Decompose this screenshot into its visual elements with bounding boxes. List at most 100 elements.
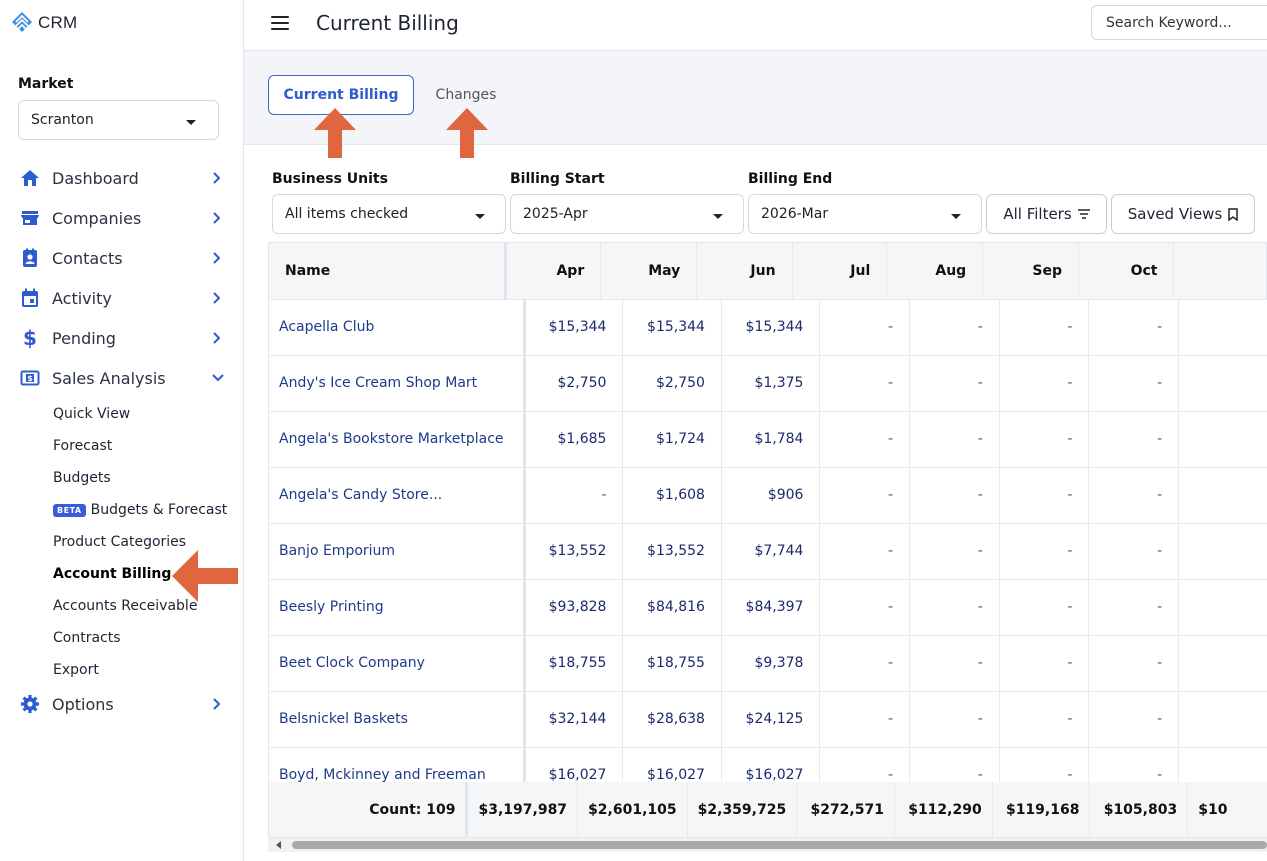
column-header-oct[interactable]: Oct — [1078, 243, 1175, 300]
account-name-link[interactable]: Beet Clock Company — [269, 635, 526, 692]
nav-label: Contacts — [52, 248, 123, 268]
sub-item-forecast[interactable]: Forecast — [53, 430, 244, 462]
tabs-bar: Current Billing Changes — [244, 51, 1267, 158]
billing-cell: - — [819, 523, 911, 580]
billing-start-select[interactable]: 2025-Apr — [510, 194, 744, 234]
chevron-right-icon — [213, 698, 221, 710]
column-header-aug[interactable]: Aug — [886, 243, 984, 300]
billing-cell: - — [1088, 411, 1180, 468]
billing-cell: - — [909, 747, 1000, 783]
chevron-down-icon — [212, 374, 224, 382]
saved-views-button[interactable]: Saved Views — [1111, 194, 1255, 234]
sub-item-quick-view[interactable]: Quick View — [53, 398, 244, 430]
sidebar: CRM Market Scranton Dashboard Companies … — [0, 0, 244, 861]
main-content: Current Billing Changes Business Units A… — [244, 51, 1267, 861]
nav-item-pending[interactable]: $ Pending — [0, 318, 244, 358]
account-name-link[interactable]: Angela's Candy Store... — [269, 467, 526, 524]
billing-end-label: Billing End — [748, 171, 833, 187]
billing-cell — [1178, 579, 1267, 636]
account-name-link[interactable]: Belsnickel Baskets — [269, 691, 526, 748]
nav-item-companies[interactable]: Companies — [0, 198, 244, 238]
chevron-right-icon — [213, 292, 221, 304]
billing-cell: $16,027 — [622, 747, 722, 783]
billing-cell: $15,344 — [721, 299, 821, 356]
column-header-name[interactable]: Name — [269, 243, 507, 300]
nav-item-sales-analysis[interactable]: $ Sales Analysis — [0, 358, 244, 398]
caret-down-icon — [186, 120, 196, 125]
account-name-link[interactable]: Andy's Ice Cream Shop Mart — [269, 355, 526, 412]
billing-cell — [1178, 299, 1267, 356]
account-name-link[interactable]: Angela's Bookstore Marketplace — [269, 411, 526, 468]
sub-item-product-categories[interactable]: Product Categories — [53, 526, 244, 558]
table-row[interactable]: Angela's Candy Store... - $1,608 $906- - - - — [269, 467, 1267, 524]
scroll-left-arrow-icon[interactable] — [276, 841, 281, 849]
billing-cell: - — [1088, 299, 1180, 356]
sub-item-accounts-receivable[interactable]: Accounts Receivable — [53, 590, 244, 622]
all-filters-label: All Filters — [1003, 205, 1072, 223]
column-header-sep[interactable]: Sep — [982, 243, 1079, 300]
billing-table: Name Apr May Jun Jul Aug Sep Oct Acapell… — [268, 242, 1267, 838]
crm-logo[interactable]: CRM — [10, 12, 77, 34]
billing-cell: $84,397 — [721, 579, 821, 636]
horizontal-scrollbar[interactable] — [268, 838, 1267, 852]
billing-cell: $24,125 — [721, 691, 821, 748]
market-select[interactable]: Scranton — [18, 100, 219, 140]
billing-cell: $18,755 — [622, 635, 722, 692]
nav-item-contacts[interactable]: Contacts — [0, 238, 244, 278]
column-header-may[interactable]: May — [600, 243, 698, 300]
column-header-jul[interactable]: Jul — [792, 243, 888, 300]
sub-item-contracts[interactable]: Contracts — [53, 622, 244, 654]
billing-cell: - — [819, 747, 911, 783]
table-row[interactable]: Andy's Ice Cream Shop Mart $2,750 $2,750 $1… — [269, 355, 1267, 412]
billing-cell: $7,744 — [721, 523, 821, 580]
svg-text:$: $ — [27, 374, 33, 383]
billing-cell: - — [524, 467, 624, 524]
chevron-right-icon — [213, 212, 221, 224]
billing-cell: $1,685 — [524, 411, 624, 468]
table-row[interactable]: Acapella Club $15,344 $15,344 $15,344- - - - — [269, 299, 1267, 356]
total-cell: $105,803 — [1089, 782, 1189, 837]
nav-item-activity[interactable]: Activity — [0, 278, 244, 318]
sub-item-budgets-forecast[interactable]: BETA Budgets & Forecast — [53, 494, 244, 526]
total-cell: $3,197,987 — [466, 782, 579, 837]
billing-end-select[interactable]: 2026-Mar — [748, 194, 982, 234]
all-filters-button[interactable]: All Filters — [986, 194, 1107, 234]
account-name-link[interactable]: Acapella Club — [269, 299, 526, 356]
sub-item-label: Account Billing — [53, 566, 172, 582]
sub-item-export[interactable]: Export — [53, 654, 244, 686]
account-name-link[interactable]: Boyd, Mckinney and Freeman — [269, 747, 526, 783]
account-name-link[interactable]: Banjo Emporium — [269, 523, 526, 580]
hamburger-menu-icon[interactable] — [271, 16, 289, 30]
table-row[interactable]: Boyd, Mckinney and Freeman $16,027 $16,027… — [269, 747, 1267, 783]
sub-item-budgets[interactable]: Budgets — [53, 462, 244, 494]
nav-item-options[interactable]: Options — [0, 684, 244, 724]
billing-cell: - — [909, 523, 1000, 580]
table-row[interactable]: Banjo Emporium $13,552 $13,552 $7,744- - - - — [269, 523, 1267, 580]
billing-cell: - — [1088, 523, 1180, 580]
sub-item-label: Budgets — [53, 470, 111, 486]
table-body-scroll[interactable]: Acapella Club $15,344 $15,344 $15,344- - - - An… — [269, 299, 1267, 783]
table-row[interactable]: Angela's Bookstore Marketplace $1,685 $1,7… — [269, 411, 1267, 468]
billing-cell: - — [819, 635, 911, 692]
billing-cell: $15,344 — [524, 299, 624, 356]
table-row[interactable]: Belsnickel Baskets $32,144 $28,638 $24,125-… — [269, 691, 1267, 748]
calendar-icon — [20, 288, 40, 308]
column-header-jun[interactable]: Jun — [696, 243, 793, 300]
business-units-label: Business Units — [272, 171, 388, 187]
store-icon — [20, 208, 40, 228]
business-units-select[interactable]: All items checked — [272, 194, 506, 234]
nav-item-dashboard[interactable]: Dashboard — [0, 158, 244, 198]
crm-logo-icon — [12, 12, 32, 32]
account-name-link[interactable]: Beesly Printing — [269, 579, 526, 636]
tab-changes[interactable]: Changes — [435, 87, 497, 103]
billing-cell: - — [1088, 747, 1180, 783]
sub-item-account-billing[interactable]: Account Billing — [53, 558, 244, 590]
scrollbar-thumb[interactable] — [292, 841, 1267, 849]
search-input[interactable] — [1091, 5, 1267, 40]
table-row[interactable]: Beesly Printing $93,828 $84,816 $84,397- - - - — [269, 579, 1267, 636]
column-header-apr[interactable]: Apr — [505, 243, 602, 300]
nav-label: Sales Analysis — [52, 368, 166, 388]
billing-cell — [1178, 691, 1267, 748]
table-row[interactable]: Beet Clock Company $18,755 $18,755 $9,378- -… — [269, 635, 1267, 692]
caret-down-icon — [475, 214, 485, 219]
